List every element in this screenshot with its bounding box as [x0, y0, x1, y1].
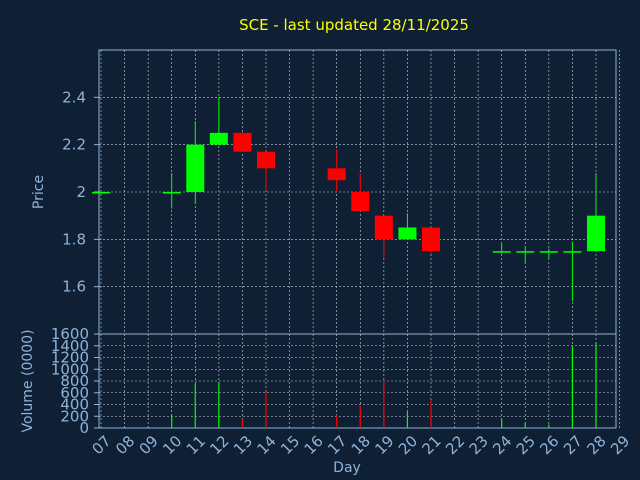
volume-tick-label: 600	[60, 384, 89, 402]
x-tick-label: 28	[583, 432, 609, 458]
x-tick-label: 29	[607, 432, 633, 458]
x-tick-label: 12	[206, 432, 232, 458]
x-tick-label: 25	[513, 432, 539, 458]
x-tick-label: 13	[230, 432, 256, 458]
price-panel: 1.6 1.8 2 2.2 2.4	[62, 49, 620, 335]
x-tick-label: 23	[466, 432, 492, 458]
candle-body	[351, 192, 370, 211]
x-tick-label: 24	[489, 432, 515, 458]
price-tick-label: 1.6	[62, 278, 86, 296]
price-axis-title: Price	[31, 175, 47, 209]
price-tick-label: 1.8	[62, 230, 86, 248]
volume-tick-label: 1600	[51, 325, 89, 343]
candle-body	[586, 215, 605, 252]
price-tick-label: 2.4	[62, 88, 86, 106]
candle-body	[209, 132, 228, 145]
candle-body	[233, 132, 252, 152]
chart-title: SCE - last updated 28/11/2025	[239, 16, 469, 34]
candle-body	[421, 227, 440, 252]
candle-body	[539, 251, 558, 253]
x-tick-label: 26	[536, 432, 562, 458]
x-tick-label: 10	[159, 432, 185, 458]
candle-body	[162, 192, 181, 194]
volume-tick-label: 1200	[51, 349, 89, 367]
candle-body	[516, 251, 535, 253]
price-tick-label: 2.2	[62, 136, 86, 154]
volume-axis-title: Volume (0000)	[20, 329, 36, 432]
volume-tick-label: 200	[60, 407, 89, 425]
x-tick-label: 21	[419, 432, 445, 458]
x-tick-label: 19	[371, 432, 397, 458]
x-tick-label: 20	[395, 432, 421, 458]
volume-tick-label: 0	[79, 419, 89, 437]
candle-body	[492, 251, 511, 253]
candle-body	[256, 151, 275, 169]
x-tick-label: 07	[89, 432, 115, 458]
candle-body	[398, 227, 417, 240]
x-tick-label: 16	[301, 432, 327, 458]
x-axis-ticks: 0708091011121314151617181920212223242526…	[89, 432, 634, 458]
x-tick-label: 27	[560, 432, 586, 458]
candle-body	[92, 192, 110, 194]
candle-body	[563, 251, 582, 253]
x-tick-label: 15	[277, 432, 303, 458]
x-tick-label: 09	[136, 432, 162, 458]
x-tick-label: 17	[324, 432, 350, 458]
x-tick-label: 08	[112, 432, 138, 458]
candle-body	[374, 215, 393, 240]
x-tick-label: 22	[442, 432, 468, 458]
candle-body	[186, 144, 205, 192]
volume-tick-label: 1000	[51, 360, 89, 378]
volume-tick-label: 400	[60, 396, 89, 414]
x-axis-title: Day	[333, 460, 361, 476]
price-tick-label: 2	[76, 183, 86, 201]
volume-tick-label: 1400	[51, 337, 89, 355]
candle-body	[327, 168, 346, 181]
x-tick-label: 14	[254, 432, 280, 458]
x-tick-label: 18	[348, 432, 374, 458]
volume-tick-label: 800	[60, 372, 89, 390]
x-tick-label: 11	[183, 432, 209, 458]
